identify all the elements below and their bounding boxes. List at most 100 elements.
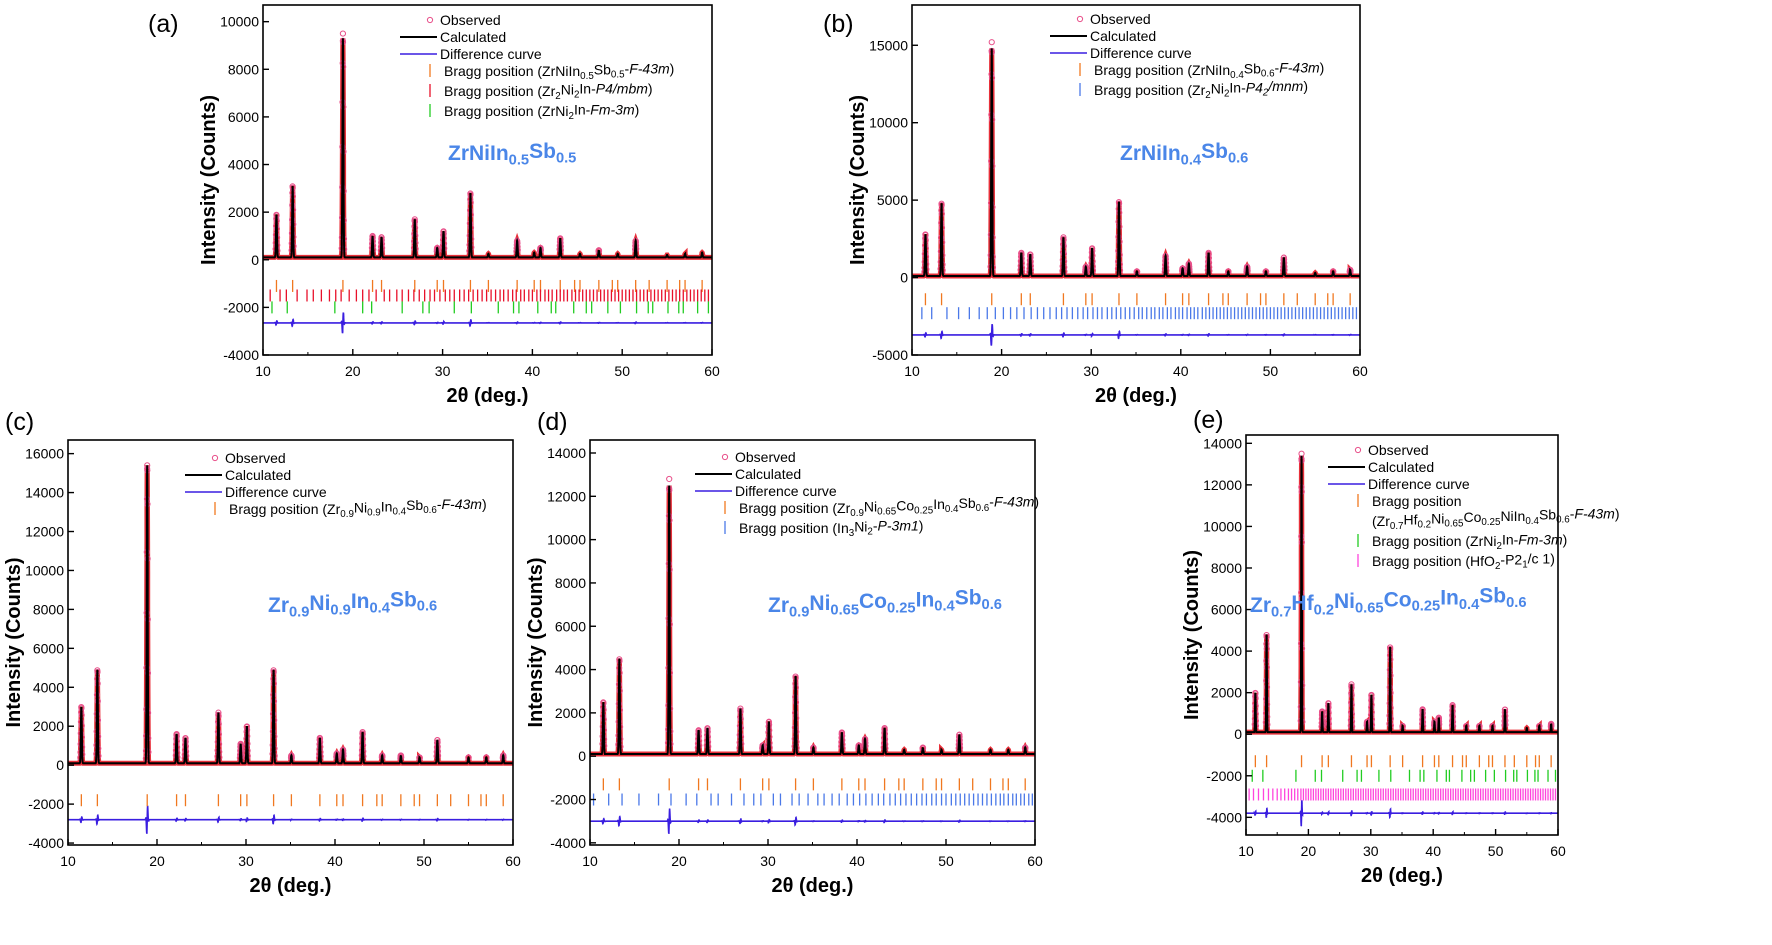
y-tick-label: 12000 xyxy=(547,488,586,504)
y-axis-label: Intensity (Counts) xyxy=(1181,550,1203,720)
y-tick-label: -4000 xyxy=(223,347,259,363)
legend-observed-marker xyxy=(1354,446,1362,454)
x-tick-label: 30 xyxy=(760,853,776,869)
legend-entry: Observed xyxy=(225,450,286,466)
bragg-orange-series xyxy=(275,279,703,292)
bragg-orange-series xyxy=(1254,755,1552,768)
calculated-line xyxy=(68,465,513,765)
y-tick-label: 5000 xyxy=(877,192,908,208)
panel-letter: (b) xyxy=(823,10,854,38)
x-tick-label: 30 xyxy=(1363,843,1379,859)
difference-curve xyxy=(912,323,1360,346)
panel-b: 10 20 30 40 50 60 -5000 0 5000 10000 15000 2θ (deg.… xyxy=(823,4,1368,407)
bragg-blue-series xyxy=(921,307,1358,320)
y-tick-label: 12000 xyxy=(1203,477,1242,493)
observed-point xyxy=(666,475,673,483)
y-axis-label: Intensity (Counts) xyxy=(3,558,25,728)
y-axis-label: Intensity (Counts) xyxy=(198,95,220,265)
y-tick-label: 4000 xyxy=(33,679,64,695)
legend-entry: Bragg position xyxy=(1372,493,1462,509)
legend-entry: Bragg position (ZrNi2In-Fm-3m) xyxy=(444,102,639,122)
panel-d: 10 20 30 40 50 60 -4000 -2000 0 2000 4000 6000 8000 1… xyxy=(525,408,1043,897)
y-tick-label: 0 xyxy=(56,757,64,773)
y-tick-label: 14000 xyxy=(1203,435,1242,451)
x-axis-label: 2θ (deg.) xyxy=(250,875,332,897)
legend-entry: Bragg position (ZrNiIn0.4Sb0.6-F-43m) xyxy=(1094,59,1324,80)
legend-entry: Difference curve xyxy=(1090,45,1192,61)
y-tick-label: 0 xyxy=(1234,726,1242,742)
x-tick-label: 10 xyxy=(255,363,271,379)
bragg-magenta-series xyxy=(1248,788,1557,801)
y-tick-label: 6000 xyxy=(555,618,586,634)
x-tick-label: 60 xyxy=(1027,853,1043,869)
y-tick-label: 0 xyxy=(578,748,586,764)
y-tick-label: 2000 xyxy=(1211,685,1242,701)
x-tick-label: 30 xyxy=(238,853,254,869)
y-tick-label: 2000 xyxy=(33,718,64,734)
y-tick-label: 14000 xyxy=(547,445,586,461)
compound-label: ZrNiIn0.5Sb0.5 xyxy=(448,140,576,168)
panel-a: 10 20 30 40 50 60 -4000 -2000 0 2000 4000 6000 8000 1… xyxy=(148,4,720,407)
y-tick-label: 10000 xyxy=(869,115,908,131)
y-axis-label: Intensity (Counts) xyxy=(525,558,547,728)
x-tick-label: 60 xyxy=(1352,363,1368,379)
x-tick-label: 10 xyxy=(60,853,76,869)
observed-point xyxy=(988,39,995,46)
bragg-green-series xyxy=(1251,769,1557,782)
legend-entry: (Zr0.7Hf0.2Ni0.65Co0.25NiIn0.4Sb0.6-F-43… xyxy=(1372,505,1620,532)
y-tick-label: 12000 xyxy=(25,524,64,540)
x-tick-label: 50 xyxy=(938,853,954,869)
y-tick-label: 10000 xyxy=(1203,518,1242,534)
y-tick-label: 2000 xyxy=(555,705,586,721)
bragg-green-series xyxy=(271,301,710,314)
y-tick-label: 8000 xyxy=(1211,560,1242,576)
x-tick-label: 40 xyxy=(1425,843,1441,859)
y-tick-label: -2000 xyxy=(28,796,64,812)
difference-curve xyxy=(263,312,712,334)
y-tick-label: 2000 xyxy=(228,204,259,220)
x-tick-label: 20 xyxy=(994,363,1010,379)
x-tick-label: 10 xyxy=(904,363,920,379)
x-tick-label: 10 xyxy=(1238,843,1254,859)
legend-entry: Calculated xyxy=(735,466,801,482)
observed-point xyxy=(339,30,347,37)
panel-letter: (e) xyxy=(1193,406,1224,434)
y-tick-label: -4000 xyxy=(550,835,586,851)
y-tick-label: 6000 xyxy=(1211,602,1242,618)
y-tick-label: 4000 xyxy=(555,662,586,678)
x-axis-label: 2θ (deg.) xyxy=(1095,385,1177,407)
panel-letter: (d) xyxy=(537,408,568,436)
x-tick-label: 50 xyxy=(1488,843,1504,859)
x-tick-label: 50 xyxy=(614,363,630,379)
x-tick-label: 20 xyxy=(149,853,165,869)
legend-observed-marker xyxy=(1076,15,1084,23)
legend-observed-marker xyxy=(211,454,219,462)
panel-e: 10 20 30 40 50 60 -4000 -2000 0 2000 4000 6000 8000 1… xyxy=(1181,406,1620,887)
legend-entry: Calculated xyxy=(225,467,291,483)
y-tick-label: 0 xyxy=(900,270,908,286)
y-tick-label: 10000 xyxy=(25,562,64,578)
legend-entry: Bragg position (Zr2Ni2In-P42/mnm) xyxy=(1094,78,1308,101)
difference-curve xyxy=(1246,800,1558,827)
calculated-line xyxy=(912,48,1360,277)
legend-entry: Bragg position (Zr2Ni2In-P4/mbm) xyxy=(444,80,653,101)
legend-entry: Observed xyxy=(1090,11,1151,27)
bragg-orange-series xyxy=(80,794,504,807)
y-tick-label: -2000 xyxy=(1206,768,1242,784)
compound-label: Zr0.7Hf0.2Ni0.65Co0.25In0.4Sb0.6 xyxy=(1250,585,1527,621)
y-tick-label: 10000 xyxy=(220,14,259,30)
legend-entry: Bragg position (ZrNiIn0.5Sb0.5-F-43m) xyxy=(444,60,674,81)
y-tick-label: 4000 xyxy=(228,157,259,173)
calculated-line xyxy=(590,485,1035,755)
y-axis-label: Intensity (Counts) xyxy=(847,95,869,265)
x-tick-label: 20 xyxy=(1301,843,1317,859)
x-tick-label: 20 xyxy=(671,853,687,869)
y-tick-label: 8000 xyxy=(33,601,64,617)
legend-entry: Difference curve xyxy=(225,484,327,500)
difference-curve xyxy=(590,808,1035,834)
x-tick-label: 60 xyxy=(704,363,720,379)
y-tick-label: -2000 xyxy=(550,792,586,808)
y-tick-label: 8000 xyxy=(555,575,586,591)
